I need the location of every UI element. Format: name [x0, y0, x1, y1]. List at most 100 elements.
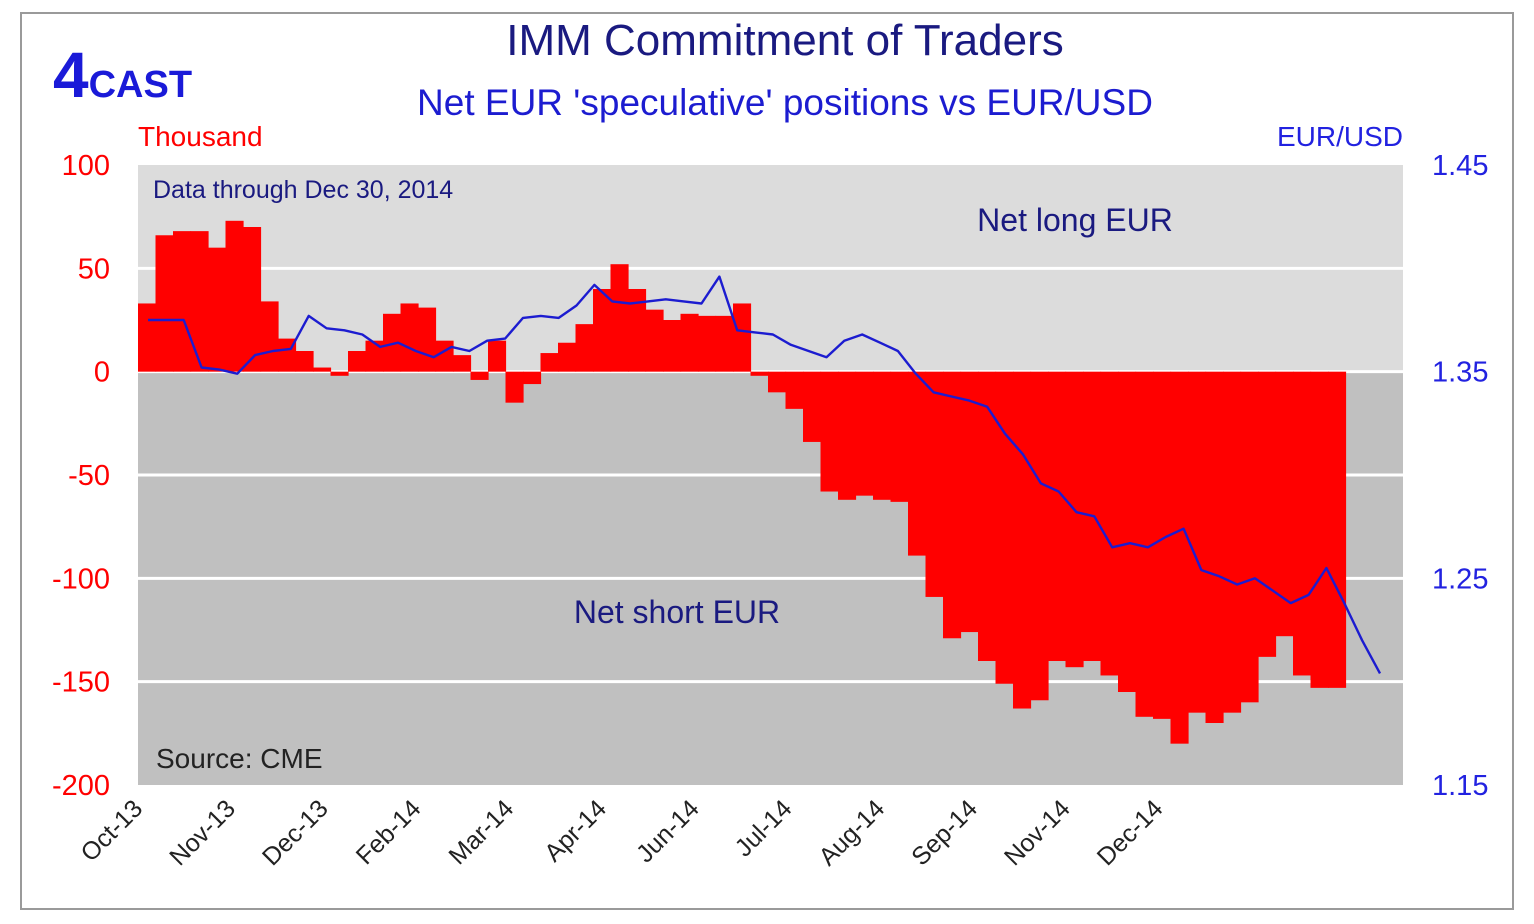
position-bar	[645, 309, 664, 372]
x-tick-label: Oct-13	[75, 794, 148, 867]
position-bar	[155, 235, 174, 372]
position-bar	[1100, 371, 1119, 676]
position-bar	[768, 371, 787, 393]
x-tick-label: Jun-14	[631, 794, 705, 868]
position-bar	[1030, 371, 1049, 701]
data-through-note: Data through Dec 30, 2014	[153, 176, 453, 204]
position-bar	[313, 367, 332, 372]
net-long-label: Net long EUR	[977, 202, 1173, 238]
position-bar	[943, 371, 962, 639]
position-bar	[610, 264, 629, 372]
position-bar	[1048, 371, 1067, 661]
chart-subtitle: Net EUR 'speculative' positions vs EUR/U…	[417, 82, 1153, 123]
eurusd-series-line	[148, 275, 1382, 674]
position-bar	[400, 303, 419, 372]
position-bar	[628, 289, 647, 372]
position-bar	[733, 303, 752, 372]
position-bar	[523, 371, 542, 385]
right-axis-ticks: 1.45 1.35 1.25 1.15	[1432, 150, 1488, 802]
position-bar	[1223, 371, 1242, 713]
position-bar	[1065, 371, 1084, 668]
right-tick-label: 1.35	[1432, 357, 1488, 389]
position-bar	[330, 371, 349, 376]
x-tick-label: Mar-14	[443, 794, 519, 870]
position-bar	[208, 247, 227, 372]
position-bar	[260, 301, 279, 372]
left-tick-label: -100	[52, 563, 110, 595]
net-short-label: Net short EUR	[574, 594, 780, 630]
position-bar	[785, 371, 804, 409]
position-bar	[1275, 371, 1294, 637]
x-tick-label: Jul-14	[730, 794, 798, 862]
right-tick-label: 1.25	[1432, 563, 1488, 595]
x-axis-ticks: Oct-13 Nov-13 Dec-13 Feb-14 Mar-14 Apr-14 Jun-…	[75, 794, 1168, 871]
x-tick-label: Nov-14	[999, 794, 1076, 871]
source-note: Source: CME	[156, 743, 323, 774]
x-tick-label: Feb-14	[351, 794, 427, 870]
position-bar	[225, 220, 244, 372]
position-bar	[1170, 371, 1189, 744]
position-bar	[365, 340, 384, 372]
position-bar	[838, 371, 857, 500]
left-tick-label: 50	[78, 253, 110, 285]
left-axis-ticks: 100 50 0 -50 -100 -150 -200	[52, 150, 110, 802]
position-bars	[138, 220, 1347, 744]
position-bar	[488, 340, 507, 372]
right-axis-label: EUR/USD	[1277, 121, 1403, 152]
position-bar	[593, 289, 612, 372]
position-bar	[1328, 371, 1347, 688]
position-bar	[680, 313, 699, 372]
x-tick-label: Dec-14	[1092, 794, 1169, 871]
position-bar	[558, 342, 577, 372]
position-bar	[960, 371, 979, 633]
left-tick-label: -50	[68, 460, 110, 492]
position-bar	[715, 315, 734, 372]
position-bar	[575, 324, 594, 372]
position-bar	[295, 351, 314, 372]
x-tick-label: Dec-13	[257, 794, 334, 871]
brand-logo-number: 4	[53, 39, 89, 111]
position-bar	[663, 320, 682, 372]
position-bar	[1293, 371, 1312, 676]
position-bar	[1153, 371, 1172, 719]
position-bar	[243, 227, 262, 372]
brand-logo: 4CAST	[53, 39, 192, 111]
position-bar	[873, 371, 892, 500]
position-bar	[820, 371, 839, 492]
x-tick-label: Sep-14	[906, 794, 983, 871]
right-tick-label: 1.45	[1432, 150, 1488, 182]
position-bar	[505, 371, 524, 403]
position-bar	[1310, 371, 1329, 688]
position-bar	[750, 371, 769, 376]
position-bar	[1258, 371, 1277, 657]
brand-logo-text: CAST	[89, 64, 192, 106]
position-bar	[453, 355, 472, 372]
position-bar	[995, 371, 1014, 684]
left-tick-label: -200	[52, 770, 110, 802]
x-tick-label: Nov-13	[164, 794, 241, 871]
position-bar	[803, 371, 822, 442]
position-bar	[435, 340, 454, 372]
position-bar	[908, 371, 927, 556]
position-bar	[890, 371, 909, 502]
position-bar	[1188, 371, 1207, 713]
x-tick-label: Aug-14	[813, 794, 890, 871]
position-bar	[698, 315, 717, 372]
left-tick-label: 100	[62, 150, 110, 182]
position-bar	[925, 371, 944, 597]
position-bar	[855, 371, 874, 496]
position-bar	[383, 313, 402, 372]
position-bar	[470, 371, 489, 380]
position-bar	[190, 231, 209, 372]
x-tick-label: Apr-14	[539, 794, 612, 867]
position-bar	[540, 353, 559, 372]
position-bar	[1118, 371, 1137, 692]
chart-title: IMM Commitment of Traders	[506, 16, 1063, 65]
position-bar	[1013, 371, 1032, 709]
position-bar	[1205, 371, 1224, 723]
position-bar	[348, 351, 367, 372]
left-tick-label: 0	[94, 357, 110, 389]
right-tick-label: 1.15	[1432, 770, 1488, 802]
position-bar	[1135, 371, 1154, 717]
